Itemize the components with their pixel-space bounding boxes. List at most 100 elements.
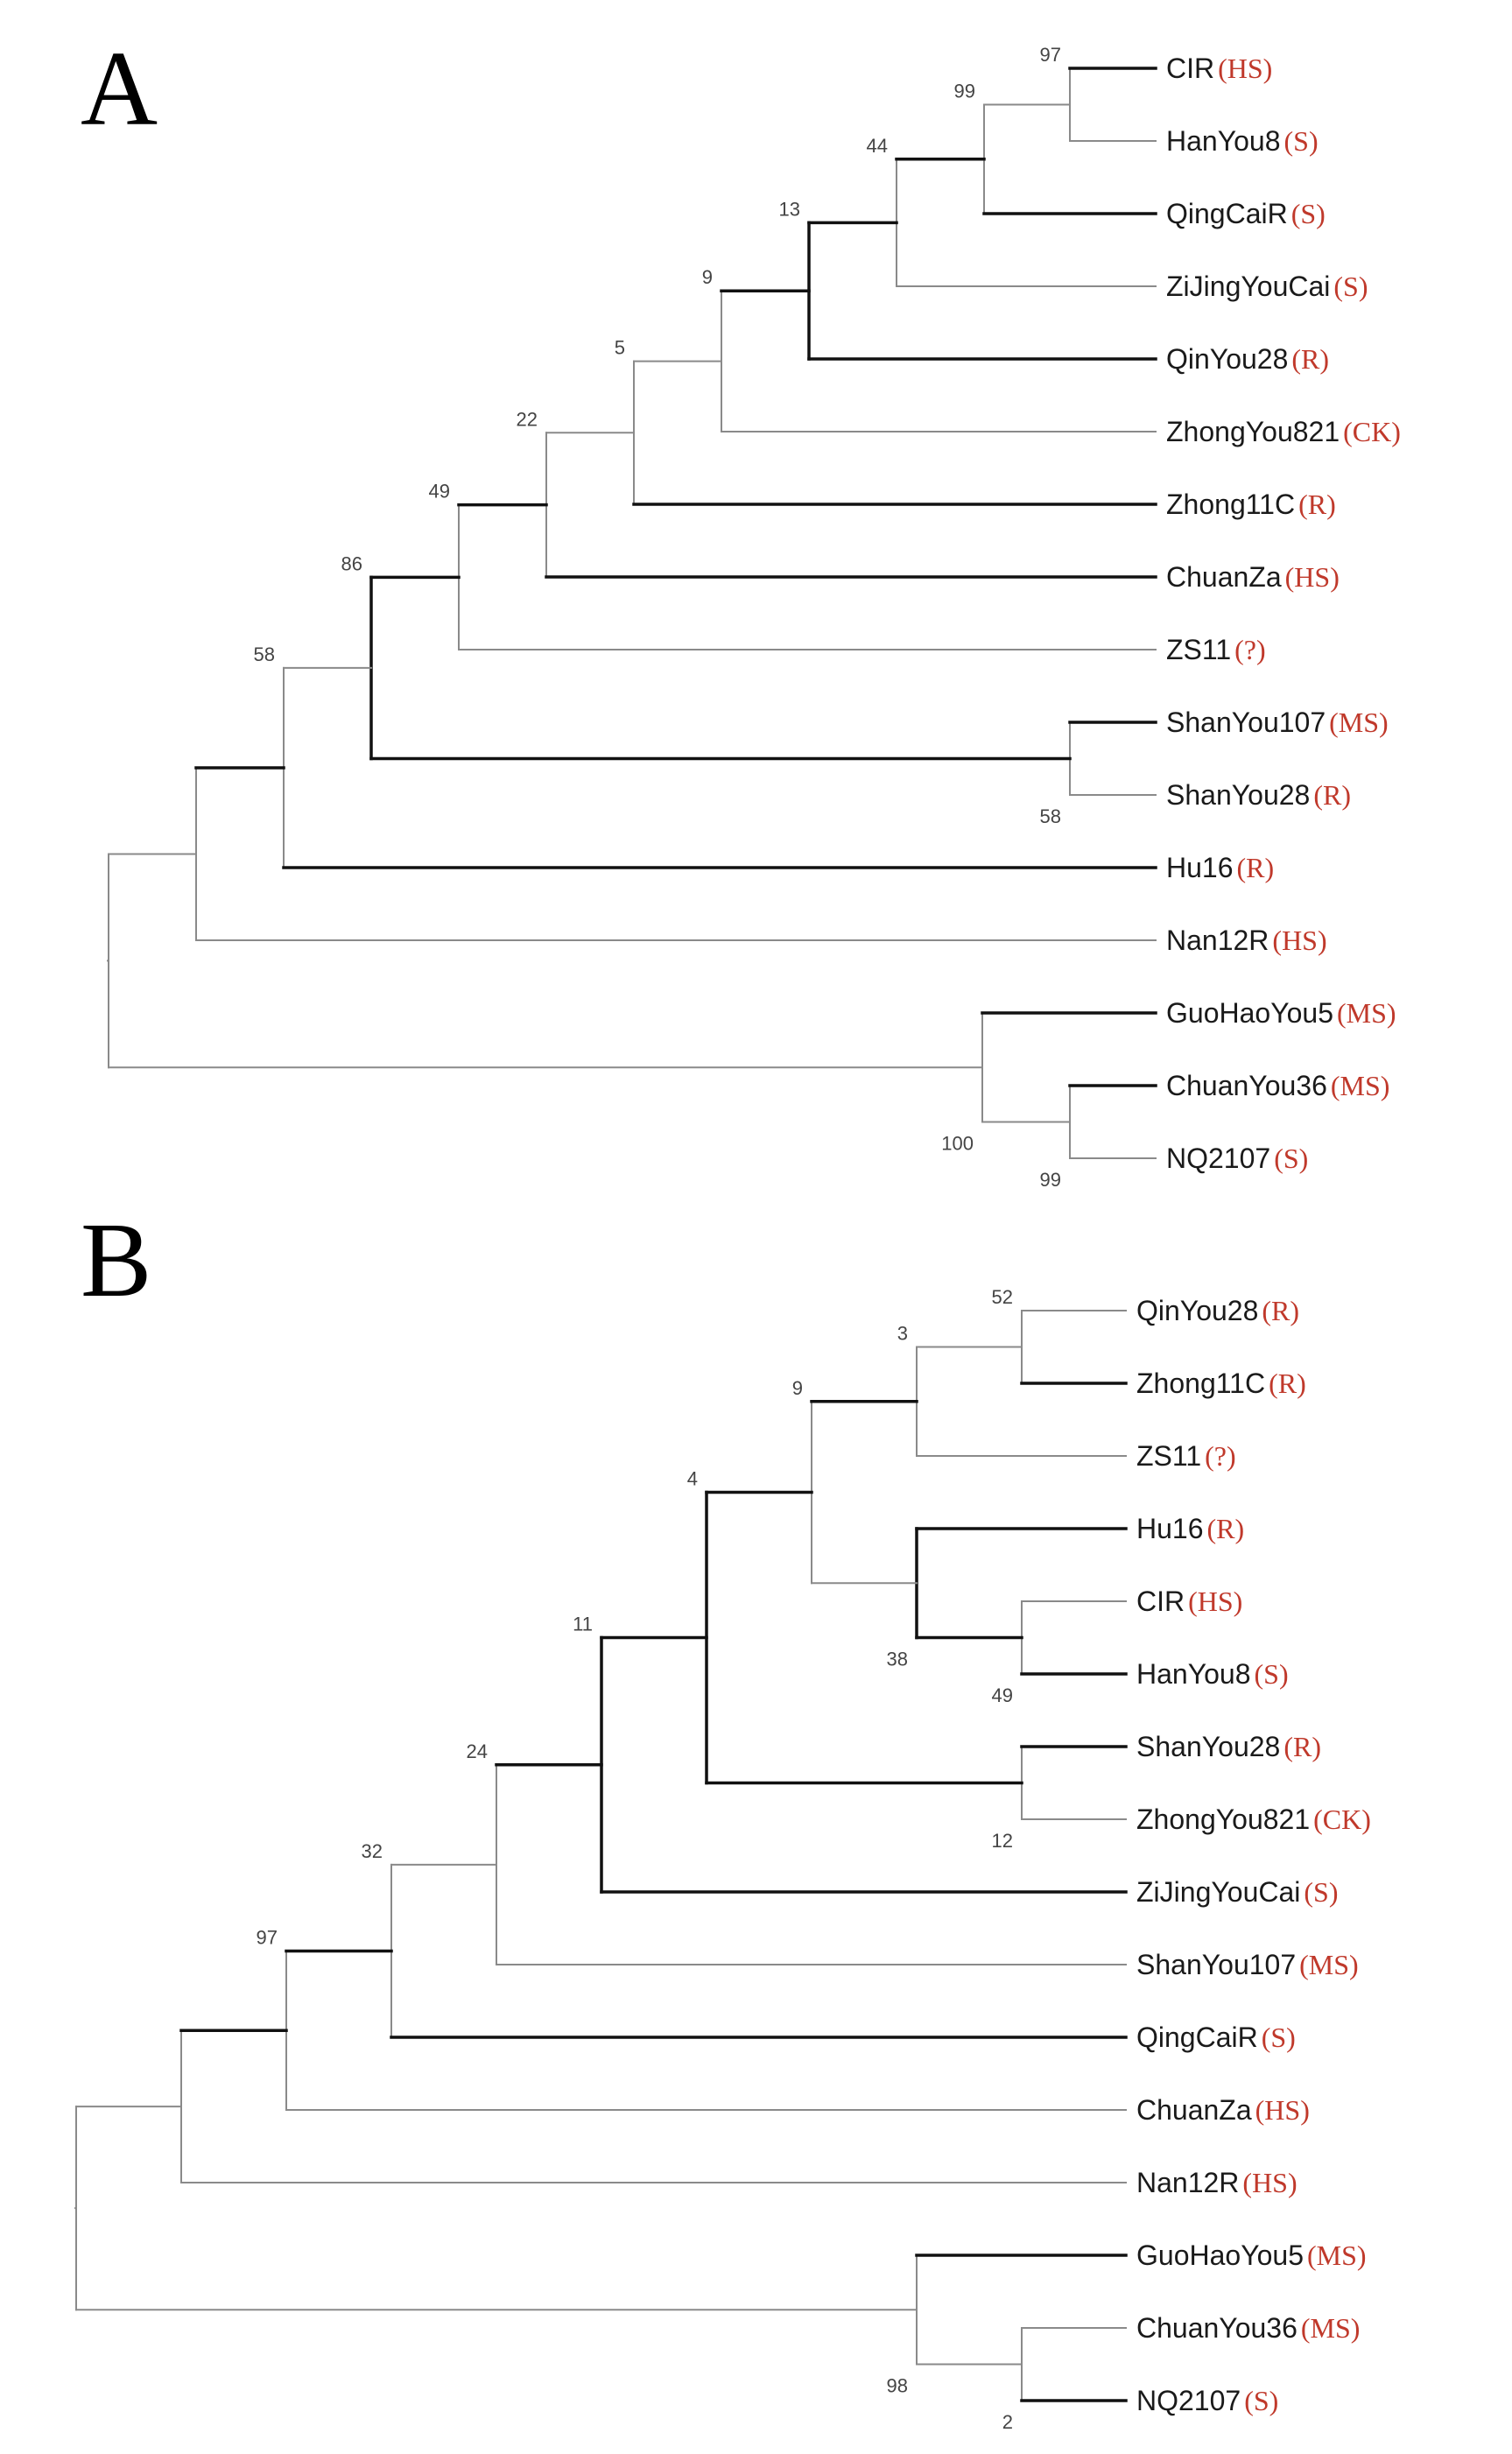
- taxon-name: ShanYou28: [1166, 779, 1310, 811]
- bootstrap-value: 24: [467, 1740, 488, 1762]
- taxon-label: QinYou28 (R): [1136, 1295, 1299, 1326]
- bootstrap-value: 11: [573, 1614, 593, 1635]
- taxon-label: ZiJingYouCai (S): [1166, 271, 1368, 302]
- taxon-name: QingCaiR: [1166, 198, 1288, 229]
- resistance-class-label: (MS): [1329, 707, 1389, 738]
- taxon-name: ZhongYou821: [1166, 416, 1340, 447]
- taxon-label: Nan12R (HS): [1166, 925, 1327, 956]
- taxon-name: Zhong11C: [1136, 1368, 1265, 1399]
- bootstrap-value: 3: [897, 1323, 908, 1345]
- bootstrap-value: 99: [954, 81, 975, 102]
- taxon-label: ZS11 (?): [1166, 634, 1266, 665]
- bootstrap-value: 22: [517, 408, 538, 430]
- taxon-label: GuoHaoYou5 (MS): [1136, 2240, 1367, 2271]
- bootstrap-value: 9: [792, 1377, 803, 1399]
- panel-a-letter: A: [81, 30, 158, 148]
- bootstrap-value: 49: [992, 1684, 1013, 1706]
- resistance-class-label: (?): [1234, 634, 1266, 665]
- taxon-label: CIR (HS): [1166, 53, 1272, 84]
- taxon-name: ChuanZa: [1136, 2094, 1252, 2126]
- taxon-label: ZhongYou821 (CK): [1136, 1804, 1371, 1835]
- taxon-label: Zhong11C (R): [1166, 489, 1336, 520]
- taxon-label: QingCaiR (S): [1166, 198, 1326, 229]
- bootstrap-value: 2: [1002, 2411, 1013, 2433]
- bootstrap-value: 98: [887, 2375, 908, 2397]
- bootstrap-value: 52: [992, 1286, 1013, 1308]
- bootstrap-value: 44: [867, 135, 888, 157]
- resistance-class-label: (S): [1304, 1876, 1338, 1908]
- taxon-name: ShanYou107: [1136, 1949, 1296, 1980]
- bootstrap-value: 9: [702, 266, 713, 288]
- taxon-label: ShanYou107 (MS): [1136, 1949, 1359, 1980]
- resistance-class-label: (S): [1262, 2022, 1296, 2053]
- taxon-name: NQ2107: [1166, 1143, 1270, 1174]
- taxon-name: ShanYou28: [1136, 1731, 1280, 1762]
- taxon-label: ChuanYou36 (MS): [1166, 1070, 1389, 1101]
- resistance-class-label: (R): [1298, 489, 1336, 520]
- taxon-label: Hu16 (R): [1136, 1513, 1244, 1544]
- resistance-class-label: (CK): [1313, 1804, 1371, 1835]
- resistance-class-label: (HS): [1272, 925, 1326, 956]
- taxon-label: ChuanZa (HS): [1136, 2094, 1310, 2126]
- resistance-class-label: (S): [1274, 1143, 1308, 1174]
- bootstrap-value: 100: [941, 1133, 974, 1155]
- taxon-name: ChuanZa: [1166, 561, 1282, 593]
- taxon-name: GuoHaoYou5: [1166, 997, 1333, 1029]
- taxon-name: Zhong11C: [1166, 489, 1295, 520]
- taxon-label: Nan12R (HS): [1136, 2167, 1298, 2198]
- bootstrap-value: 5: [615, 337, 625, 359]
- taxon-name: GuoHaoYou5: [1136, 2240, 1304, 2271]
- bootstrap-value: 13: [779, 198, 800, 220]
- resistance-class-label: (?): [1205, 1440, 1236, 1472]
- resistance-class-label: (S): [1255, 1658, 1289, 1690]
- taxon-label: QingCaiR (S): [1136, 2022, 1296, 2053]
- taxon-name: ZiJingYouCai: [1136, 1876, 1300, 1908]
- taxon-name: Nan12R: [1166, 925, 1269, 956]
- resistance-class-label: (HS): [1242, 2167, 1297, 2198]
- resistance-class-label: (S): [1284, 125, 1319, 157]
- taxon-label: HanYou8 (S): [1136, 1658, 1289, 1690]
- taxon-label: ZiJingYouCai (S): [1136, 1876, 1338, 1908]
- taxon-name: QingCaiR: [1136, 2022, 1258, 2053]
- bootstrap-value: 38: [887, 1649, 908, 1670]
- bootstrap-value: 49: [429, 481, 450, 503]
- bootstrap-value: 97: [257, 1926, 278, 1948]
- resistance-class-label: (MS): [1331, 1070, 1390, 1101]
- taxon-label: ChuanYou36 (MS): [1136, 2312, 1360, 2344]
- resistance-class-label: (R): [1237, 852, 1275, 883]
- taxon-name: Hu16: [1136, 1513, 1204, 1544]
- resistance-class-label: (HS): [1285, 561, 1340, 593]
- taxon-label: Hu16 (R): [1166, 852, 1274, 883]
- taxon-name: HanYou8: [1136, 1658, 1251, 1690]
- taxon-label: ShanYou28 (R): [1136, 1731, 1321, 1762]
- resistance-class-label: (HS): [1255, 2094, 1310, 2126]
- taxon-name: QinYou28: [1166, 343, 1288, 375]
- taxon-label: ZhongYou821 (CK): [1166, 416, 1401, 447]
- taxon-label: ShanYou28 (R): [1166, 779, 1351, 811]
- resistance-class-label: (R): [1269, 1368, 1306, 1399]
- resistance-class-label: (R): [1262, 1295, 1299, 1326]
- resistance-class-label: (S): [1244, 2385, 1278, 2416]
- taxon-label: NQ2107 (S): [1166, 1143, 1308, 1174]
- resistance-class-label: (R): [1313, 779, 1351, 811]
- bootstrap-value: 86: [341, 552, 362, 574]
- taxon-label: QinYou28 (R): [1166, 343, 1329, 375]
- resistance-class-label: (MS): [1301, 2312, 1361, 2344]
- taxon-label: ShanYou107 (MS): [1166, 707, 1389, 738]
- taxon-label: CIR (HS): [1136, 1586, 1242, 1617]
- bootstrap-value: 12: [992, 1830, 1013, 1852]
- taxon-name: ZiJingYouCai: [1166, 271, 1330, 302]
- taxon-label: Zhong11C (R): [1136, 1368, 1306, 1399]
- taxon-name: ZS11: [1136, 1440, 1201, 1472]
- resistance-class-label: (HS): [1218, 53, 1272, 84]
- resistance-class-label: (MS): [1337, 997, 1396, 1029]
- resistance-class-label: (MS): [1299, 1949, 1359, 1980]
- taxon-name: ZhongYou821: [1136, 1804, 1310, 1835]
- taxon-name: ZS11: [1166, 634, 1231, 665]
- taxon-name: CIR: [1136, 1586, 1185, 1617]
- taxon-label: NQ2107 (S): [1136, 2385, 1278, 2416]
- resistance-class-label: (HS): [1188, 1586, 1242, 1617]
- taxon-name: ShanYou107: [1166, 707, 1326, 738]
- taxon-name: CIR: [1166, 53, 1214, 84]
